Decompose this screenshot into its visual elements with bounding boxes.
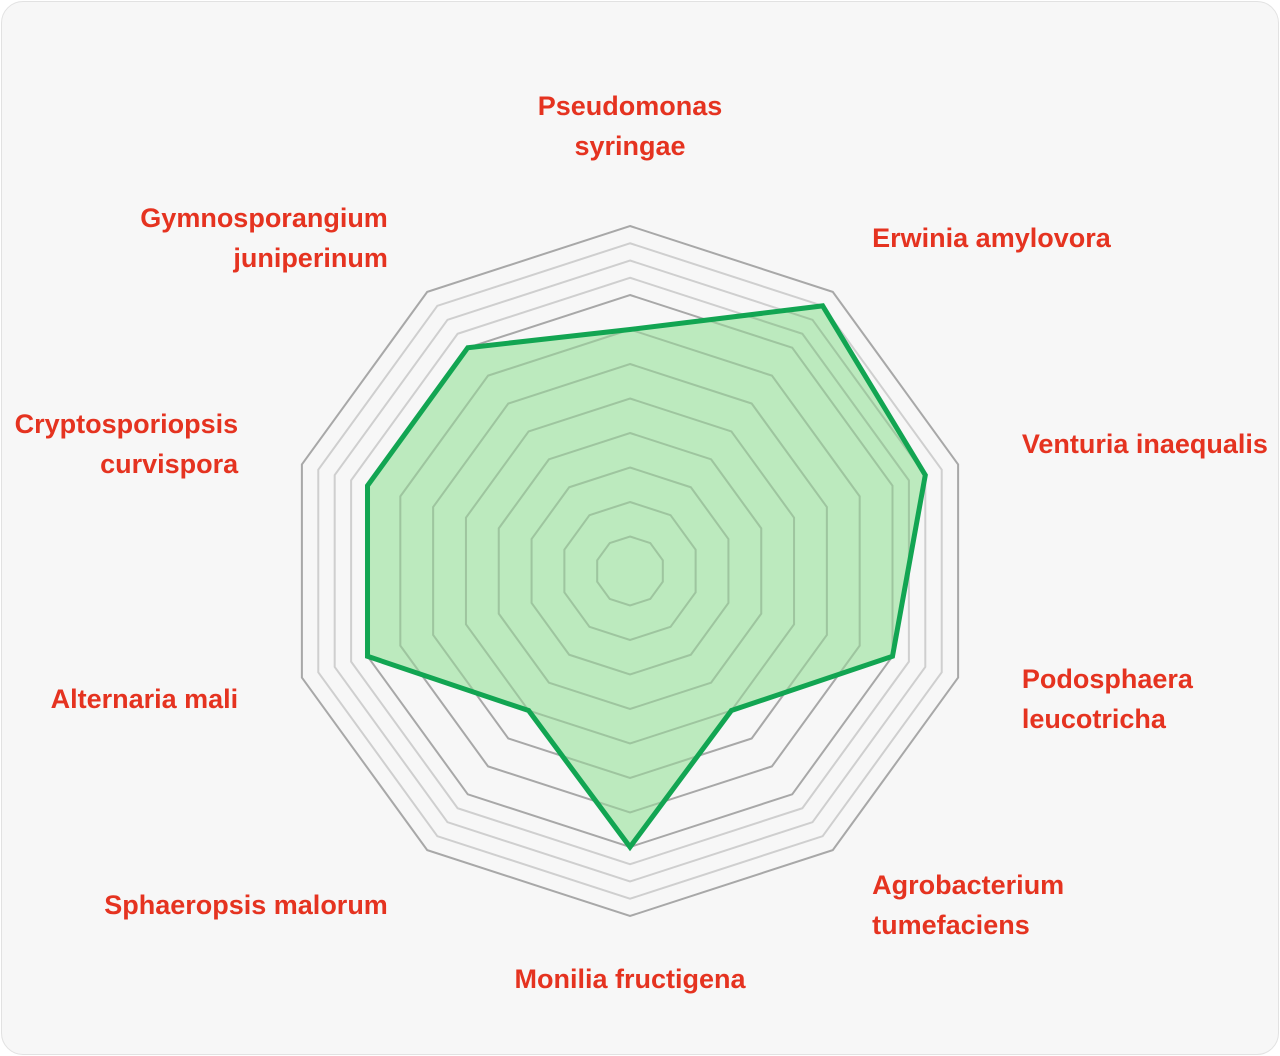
axis-label: Venturia inaequalis	[1022, 429, 1268, 459]
grid-ring	[300, 224, 960, 918]
axis-label: Podosphaera leucotricha	[1022, 664, 1194, 734]
grid-ring-overlay	[596, 535, 664, 607]
axis-label: Pseudomonas syringae	[538, 91, 723, 161]
axis-label: Erwinia amylovora	[872, 223, 1112, 253]
series-area	[367, 305, 926, 847]
axis-labels: Pseudomonas syringae Erwinia amylovora Vent…	[15, 91, 1268, 994]
grid-ring-overlay	[497, 431, 763, 711]
grid-ring-overlay	[464, 397, 796, 745]
axis-label: Alternaria mali	[51, 684, 239, 714]
grid-ring-overlay	[399, 328, 861, 814]
axis-label: Monilia fructigena	[514, 964, 746, 994]
axis-label: Cryptosporiopsis curvispora	[15, 409, 240, 479]
axis-label: Gymnosporangium juniperinum	[140, 203, 388, 273]
grid-ring-overlay	[432, 362, 828, 780]
grid-ring	[317, 242, 943, 900]
grid-ring-overlay	[563, 500, 697, 642]
axis-label: Agrobacterium tumefaciens	[872, 870, 1064, 940]
axis-label: Sphaeropsis malorum	[104, 890, 388, 920]
grid-ring-overlay	[530, 466, 730, 676]
